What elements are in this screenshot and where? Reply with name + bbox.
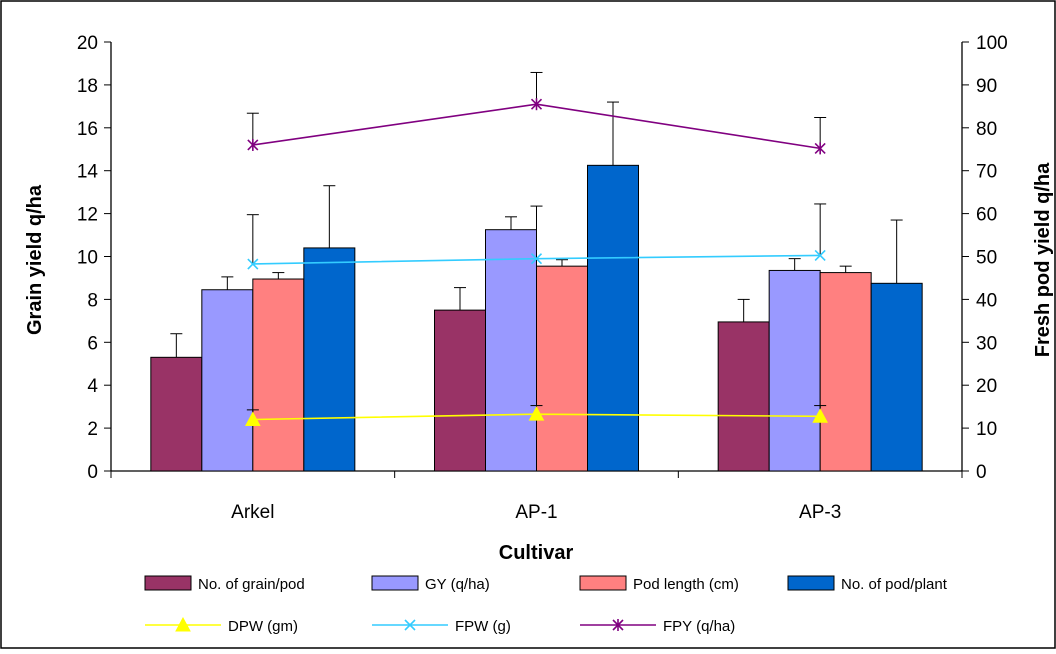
series-marker — [247, 258, 259, 270]
y2-tick-label: 70 — [976, 162, 997, 183]
y-tick-label: 12 — [77, 205, 98, 226]
legend-marker — [612, 619, 624, 631]
bar — [252, 278, 305, 472]
bar — [768, 269, 821, 472]
legend-marker — [175, 616, 191, 632]
y-tick-label: 20 — [77, 33, 98, 54]
legend: No. of grain/pod GY (q/ha) Pod length (cm)… — [144, 575, 948, 635]
y2-tick-label: 50 — [976, 248, 997, 269]
series-marker — [244, 411, 261, 427]
legend-label: FPW (g) — [455, 618, 511, 635]
bar — [485, 229, 537, 472]
series-marker — [814, 249, 826, 261]
y2-tick-label: 80 — [976, 119, 997, 140]
series-marker — [530, 98, 543, 111]
plot-area: 0 2 4 6 8 10 12 14 16 18 20 0 10 20 30 40 50 60 70 80 90 100 A… — [77, 33, 1008, 523]
y-tick-label: 2 — [87, 419, 98, 440]
y2-tick-label: 60 — [976, 205, 997, 226]
y-tick-label: 8 — [87, 290, 98, 311]
bar — [201, 289, 254, 472]
y-tick-label: 0 — [87, 462, 98, 483]
y-tick-label: 14 — [77, 162, 99, 183]
legend-label: DPW (gm) — [228, 618, 298, 635]
legend-swatch — [144, 575, 192, 591]
y2-tick-label: 20 — [976, 376, 997, 397]
legend-label: No. of pod/plant — [841, 576, 948, 593]
x-tick-label: AP-3 — [799, 502, 841, 523]
bar — [870, 282, 923, 472]
bar — [587, 164, 639, 472]
bar — [303, 247, 356, 472]
y2-tick-label: 10 — [976, 419, 997, 440]
x-tick-label: AP-1 — [515, 502, 557, 523]
y2-tick-label: 40 — [976, 290, 997, 311]
legend-marker-stroke — [404, 619, 416, 631]
series-marker-stroke — [247, 258, 259, 270]
legend-label: GY (q/ha) — [425, 576, 490, 593]
legend-swatch — [787, 575, 835, 591]
y-axis-title: Grain yield q/ha — [24, 184, 46, 335]
y2-axis-title: Fresh pod yield q/ha — [1032, 162, 1054, 357]
series-marker — [814, 142, 826, 155]
series-marker — [812, 408, 829, 423]
series-marker — [530, 253, 543, 265]
series-marker-stroke — [530, 253, 543, 265]
bar — [150, 356, 203, 472]
legend-marker — [404, 619, 416, 631]
y2-tick-label: 100 — [976, 33, 1008, 54]
legend-swatch — [371, 575, 419, 591]
y-tick-label: 10 — [77, 248, 98, 269]
y-tick-label: 6 — [87, 333, 98, 354]
legend-label: No. of grain/pod — [198, 576, 305, 593]
x-tick-label: Arkel — [231, 502, 274, 523]
bar — [717, 321, 770, 472]
y2-tick-label: 90 — [976, 76, 997, 97]
legend-label: Pod length (cm) — [633, 576, 739, 593]
series-marker-stroke — [814, 249, 826, 261]
y-tick-label: 16 — [77, 119, 98, 140]
y2-tick-label: 30 — [976, 333, 997, 354]
legend-label: FPY (q/ha) — [663, 618, 735, 635]
y-tick-label: 4 — [87, 376, 98, 397]
y-tick-label: 18 — [77, 76, 98, 97]
legend-swatch — [579, 575, 627, 591]
series-marker — [247, 138, 259, 151]
bar — [819, 272, 872, 472]
bar — [434, 309, 486, 472]
y2-tick-label: 0 — [976, 462, 987, 483]
series-marker — [528, 406, 545, 421]
x-axis-title: Cultivar — [499, 542, 574, 564]
bar — [536, 265, 588, 472]
